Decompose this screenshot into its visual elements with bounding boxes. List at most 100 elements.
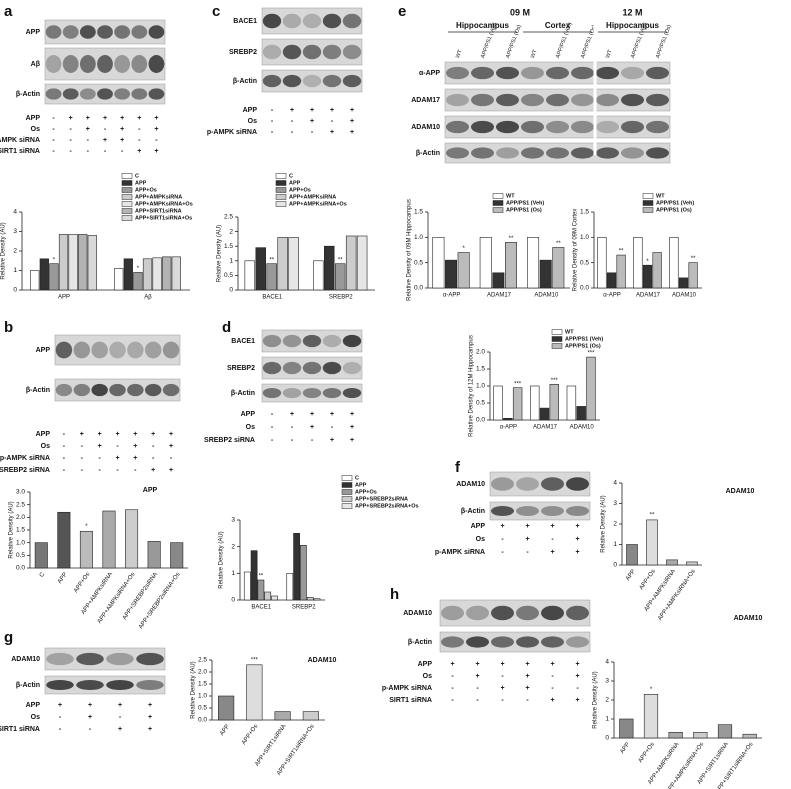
blot-band <box>596 66 619 80</box>
blot-band <box>131 25 148 39</box>
treatment-sign: + <box>350 424 354 431</box>
blot-band <box>131 88 148 100</box>
treatment-sign: - <box>134 467 137 474</box>
treatment-sign: + <box>148 726 152 733</box>
bar <box>493 385 503 421</box>
blot-band <box>566 505 589 517</box>
bar <box>125 509 139 569</box>
x-tick-label: APP+Os <box>639 569 657 591</box>
bar <box>300 545 307 601</box>
treatment-sign: + <box>350 437 354 444</box>
blot-band <box>62 88 79 100</box>
treatment-sign: + <box>575 673 579 680</box>
blot-band <box>546 147 569 159</box>
treatment-sign: - <box>170 455 173 462</box>
blot-band <box>516 477 539 491</box>
legend-label: APP+Os <box>355 489 377 495</box>
blot-band <box>262 44 282 60</box>
treatment-label: SIRT1 siRNA <box>0 148 40 155</box>
treatment-label: Os <box>41 443 50 450</box>
y-tick-label: 1 <box>231 570 235 577</box>
legend-swatch <box>341 496 353 502</box>
treatment-sign: - <box>271 411 274 418</box>
panel-letter: b <box>4 319 13 336</box>
blot-band <box>342 387 362 399</box>
legend-label: APP+SREBP2siRNA <box>355 496 408 502</box>
bar <box>668 731 683 739</box>
blot-band <box>282 334 302 348</box>
bar <box>576 406 586 421</box>
treatment-label: p-AMPK siRNA <box>207 129 257 136</box>
treatment-sign: - <box>52 126 55 133</box>
blot-band <box>76 679 104 691</box>
blot-band <box>596 120 619 134</box>
legend-swatch <box>341 475 353 481</box>
blot-band <box>646 120 669 134</box>
treatment-sign: + <box>137 115 141 122</box>
bar <box>313 598 321 601</box>
x-tick-label: APP+SREBP2siRNA+Os <box>138 572 182 631</box>
legend-label: APP/PS1 (Veh) <box>506 200 544 206</box>
treatment-sign: + <box>575 549 579 556</box>
treatment-label: SREBP2 siRNA <box>204 437 255 444</box>
significance: * <box>646 259 649 265</box>
blot-band <box>79 88 96 100</box>
treatment-sign: - <box>291 424 294 431</box>
treatment-sign: + <box>118 726 122 733</box>
treatment-label: Os <box>248 118 257 125</box>
treatment-label: APP <box>243 107 258 114</box>
blot-band <box>342 13 362 29</box>
y-axis-label: Relative Density of 12M Hippocampus <box>469 335 475 437</box>
blot-band <box>322 387 342 399</box>
treatment-sign: + <box>148 702 152 709</box>
treatment-label: APP <box>26 115 41 122</box>
treatment-sign: + <box>120 137 124 144</box>
bar <box>552 247 565 289</box>
legend-label: C <box>289 173 293 179</box>
blot-band <box>262 74 282 88</box>
treatment-sign: + <box>575 536 579 543</box>
bar <box>264 591 272 601</box>
significance: ** <box>619 249 624 255</box>
y-tick-label: 3.0 <box>16 489 25 496</box>
treatment-sign: + <box>350 129 354 136</box>
x-tick-label: APP <box>58 295 70 301</box>
blot-band <box>471 93 494 107</box>
treatment-sign: - <box>551 673 554 680</box>
significance: ** <box>556 241 561 247</box>
treatment-sign: - <box>271 129 274 136</box>
y-tick-label: 1.0 <box>414 234 423 241</box>
y-tick-label: 1.0 <box>476 383 485 390</box>
x-tick-label: ADAM10 <box>570 425 595 431</box>
treatment-sign: - <box>271 424 274 431</box>
y-tick-label: 0 <box>13 287 17 294</box>
treatment-label: Os <box>31 126 40 133</box>
treatment-label: Os <box>423 673 432 680</box>
legend-label: APP/PS1 (Veh) <box>565 336 603 342</box>
blot-band <box>441 605 464 621</box>
treatment-label: SREBP2 siRNA <box>0 467 50 474</box>
blot-band <box>521 147 544 159</box>
legend-swatch <box>275 194 287 200</box>
y-tick-label: 3 <box>231 517 235 524</box>
legend-label: APP/PS1 (Os) <box>656 207 692 213</box>
bar <box>266 263 277 291</box>
treatment-sign: + <box>450 661 454 668</box>
bar <box>274 711 291 721</box>
legend-swatch <box>642 193 654 199</box>
treatment-sign: - <box>104 148 107 155</box>
blot-band <box>45 25 62 39</box>
y-tick-label: 3 <box>613 500 617 507</box>
treatment-sign: + <box>88 702 92 709</box>
legend-label: WT <box>656 193 665 199</box>
blot-band <box>621 66 644 80</box>
blot-strip <box>44 675 166 695</box>
significance: ** <box>269 257 274 263</box>
treatment-sign: + <box>98 431 102 438</box>
significance: * <box>53 257 56 263</box>
legend-swatch <box>275 180 287 186</box>
legend-label: APP+SREBP2siRNA+Os <box>355 503 419 509</box>
blot-band <box>262 334 282 348</box>
y-tick-label: 2.5 <box>224 214 233 221</box>
